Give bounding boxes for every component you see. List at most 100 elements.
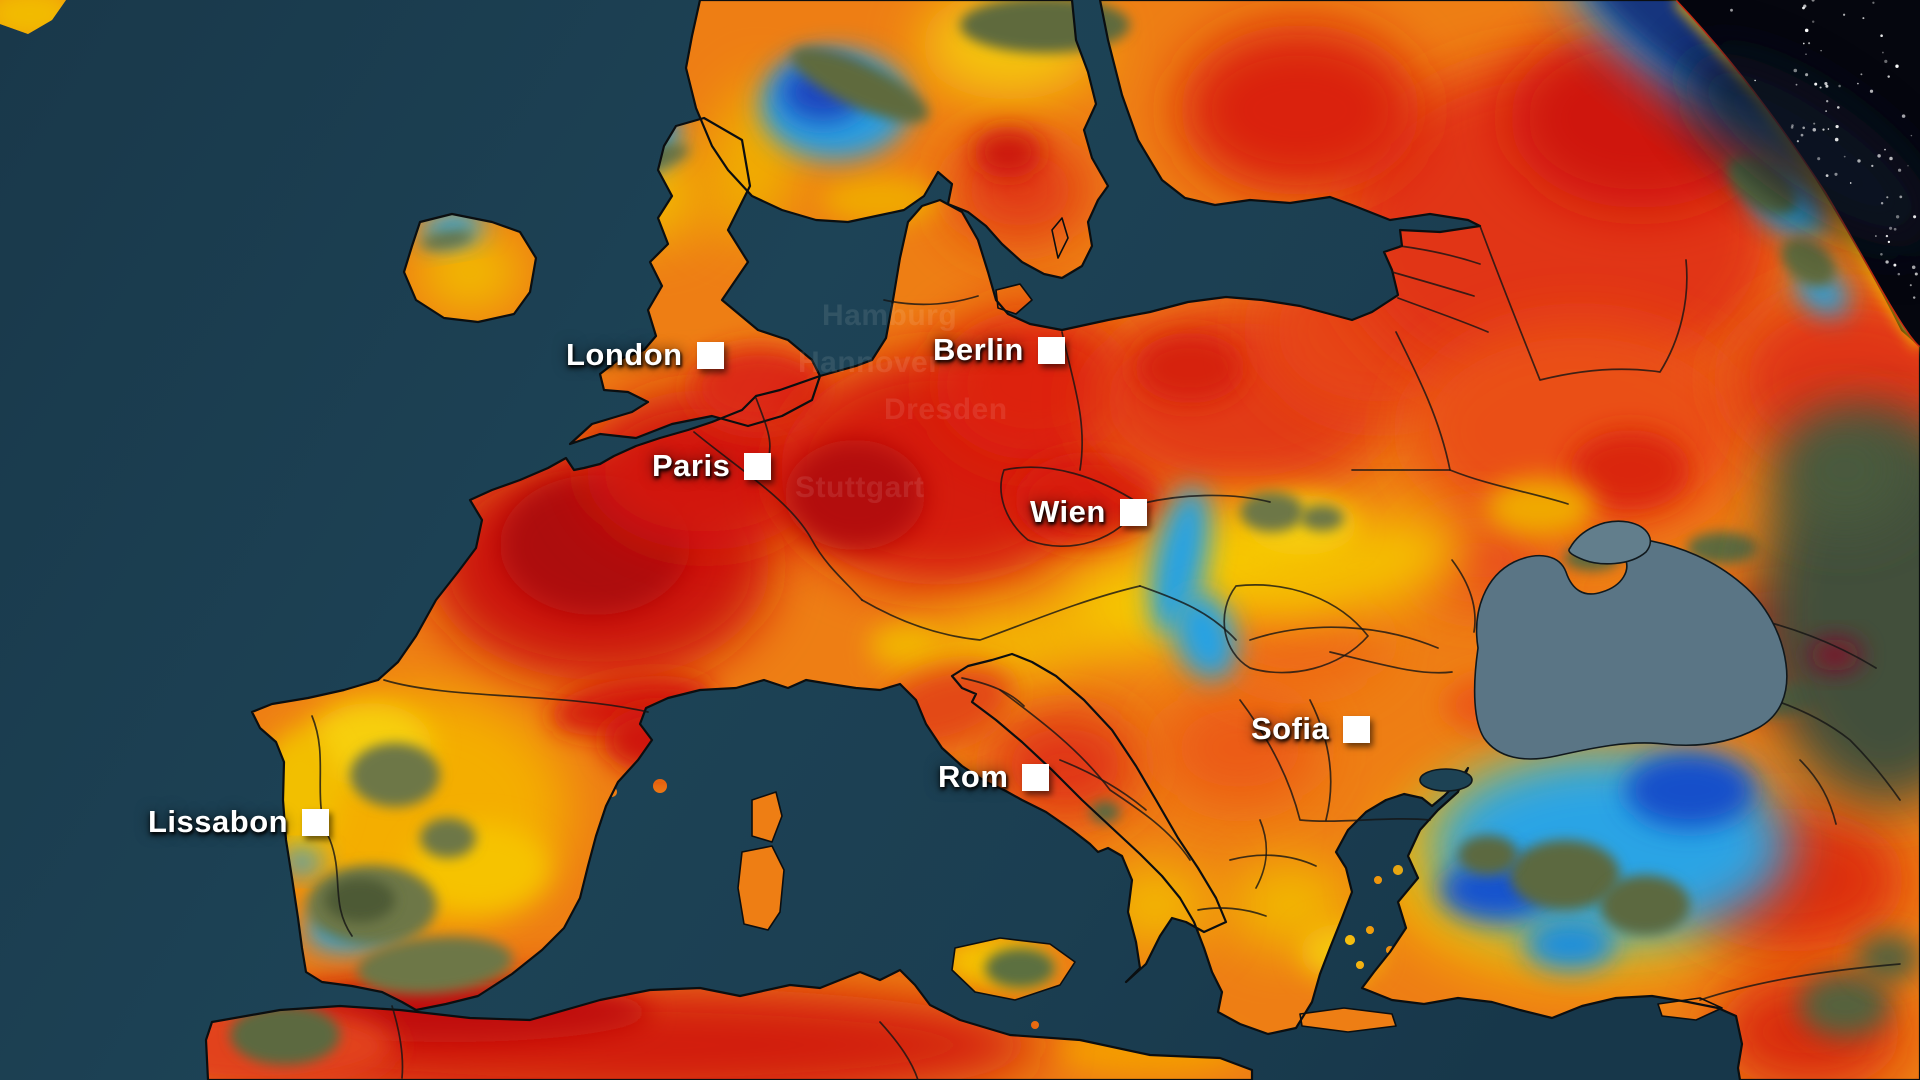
star [1875,235,1877,237]
star [1877,154,1881,158]
star [1800,133,1804,137]
star [1802,42,1805,45]
star [1822,128,1825,131]
star [1893,227,1897,231]
star [1826,100,1829,103]
star [1913,215,1917,219]
star [1889,156,1893,161]
star [1808,42,1811,45]
city-name: Paris [652,448,731,483]
city-marker-square [1343,715,1371,743]
city-marker-square [1037,336,1065,364]
star [1819,86,1822,89]
star [1802,6,1805,10]
space-background [1677,0,1920,346]
star [1909,284,1912,287]
star [1887,240,1891,244]
star [1886,196,1889,199]
star [1880,202,1884,205]
city-label: Paris [652,448,772,484]
star [1860,73,1863,76]
star [1897,272,1901,276]
star [1813,122,1816,125]
star [1795,83,1798,86]
city-label: London [566,337,724,373]
star [1824,82,1828,86]
black-sea [1419,520,1788,792]
star [1871,164,1874,168]
star [1754,79,1756,82]
star [1880,34,1883,37]
city-name: Wien [1030,494,1106,529]
star [1812,128,1817,132]
sea-of-marmara [1419,768,1473,792]
star [1884,59,1888,63]
city-marker-square [302,808,330,836]
star [1887,75,1890,78]
star [1869,89,1874,93]
star [1790,126,1794,129]
star [1802,126,1805,130]
star [1872,1,1875,4]
star [1825,174,1829,177]
city-label: Rom [938,759,1050,795]
star [1820,49,1822,52]
star [1842,13,1846,16]
city-label: Sofia [1251,711,1371,747]
star [1791,124,1794,127]
star [1834,137,1839,142]
star [1817,157,1821,161]
star [1901,114,1906,118]
star [1889,226,1893,230]
star [1914,272,1918,276]
ghost-city-label: Hannover [798,346,941,379]
star [1911,265,1916,270]
starfield [1730,0,1918,299]
star [1796,140,1799,143]
city-marker-square [744,452,772,480]
star [1898,168,1902,172]
city-name: Lissabon [148,804,289,839]
star [1907,165,1909,167]
star [1857,159,1861,163]
atmosphere-glow [1683,52,1920,248]
star [1895,64,1899,68]
star [1835,124,1839,129]
star [1885,260,1889,264]
ghost-city-label: Hamburg [822,299,958,332]
star [1836,106,1840,109]
city-name: Berlin [933,332,1024,367]
star [1895,215,1900,219]
city-marker-square [1022,763,1050,791]
city-name: London [566,337,683,372]
star [1805,73,1809,77]
star [1814,82,1818,86]
star [1804,28,1809,33]
star [1893,263,1897,267]
star [1730,8,1733,12]
star [1825,84,1829,88]
star [1793,68,1798,73]
star [1825,110,1827,112]
star [1862,17,1865,20]
star [1805,53,1807,55]
star [1899,195,1903,199]
city-name: Sofia [1251,711,1330,746]
city-marker-square [696,341,724,369]
city-marker-square [1119,498,1147,526]
star [1884,148,1886,151]
star [1838,84,1841,88]
star [1843,155,1846,158]
ghost-city-label: Dresden [884,393,1008,426]
city-name: Rom [938,759,1009,794]
ghost-city-label: Stuttgart [795,471,925,504]
star [1857,82,1859,85]
star [1912,296,1916,299]
star [1885,234,1889,238]
star [1849,182,1852,184]
star [1827,128,1830,130]
star [1834,172,1838,176]
city-label: Berlin [933,332,1065,368]
